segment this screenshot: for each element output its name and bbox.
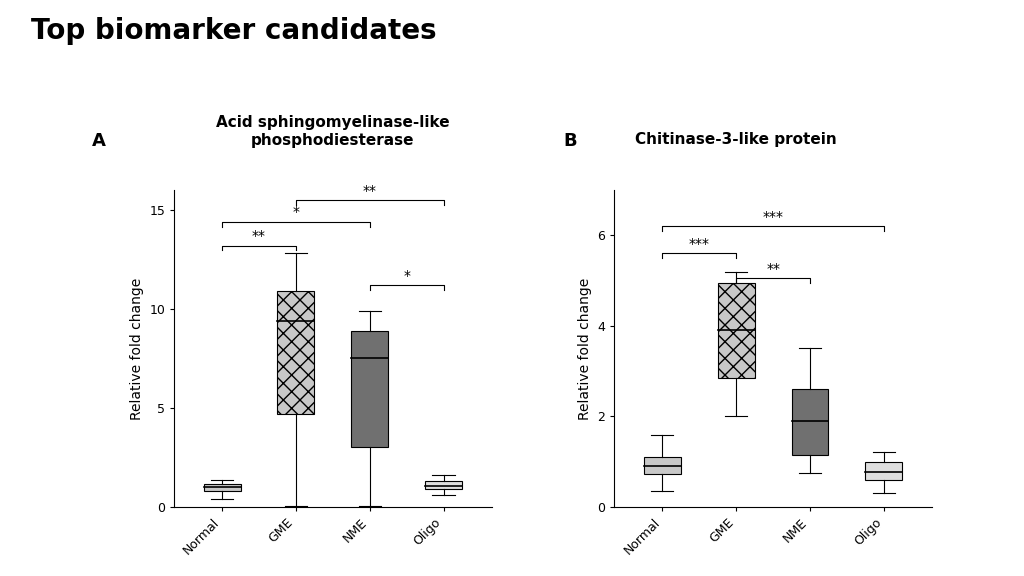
Text: ***: *** [689,237,710,251]
Bar [425,481,462,490]
Text: B: B [563,132,577,150]
Bar [278,291,314,414]
Text: ***: *** [763,210,783,224]
Bar [204,483,241,491]
Bar [644,457,681,474]
Text: **: ** [766,262,780,276]
Text: Top biomarker candidates: Top biomarker candidates [31,17,436,46]
Text: *: * [403,269,411,283]
Text: A: A [92,132,106,150]
Text: Chitinase-3-like protein: Chitinase-3-like protein [635,132,837,147]
Bar [865,461,902,480]
Y-axis label: Relative fold change: Relative fold change [578,278,592,419]
Bar [792,389,828,455]
Bar [351,331,388,448]
Text: Acid sphingomyelinase-like
phosphodiesterase: Acid sphingomyelinase-like phosphodieste… [216,115,450,147]
Bar [718,283,755,378]
Text: *: * [293,206,299,219]
Text: **: ** [252,229,266,243]
Y-axis label: Relative fold change: Relative fold change [130,278,143,419]
Text: **: ** [362,184,377,198]
